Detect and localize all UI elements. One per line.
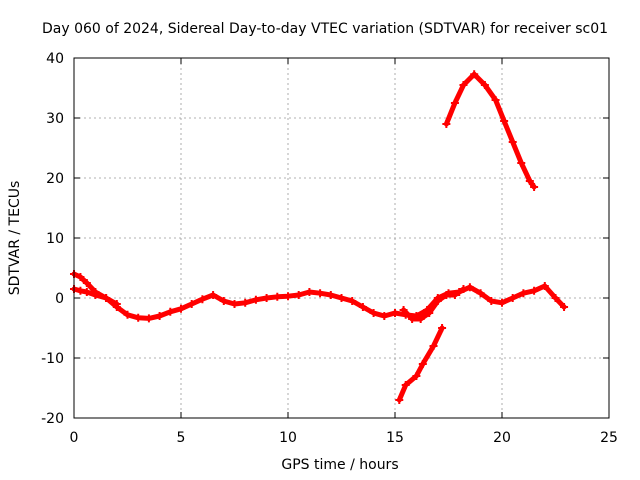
data-point: [425, 309, 434, 317]
data-point: [134, 313, 143, 322]
data-point: [429, 342, 438, 350]
data-point: [395, 396, 404, 404]
y-tick-label: -20: [41, 411, 64, 427]
x-axis-label: GPS time / hours: [281, 457, 398, 473]
data-point: [76, 273, 85, 281]
data-marks: [70, 70, 569, 404]
data-point: [316, 289, 325, 298]
data-point: [348, 297, 357, 305]
data-point: [551, 294, 560, 302]
data-point: [112, 300, 121, 308]
data-point: [391, 309, 399, 317]
data-point: [155, 312, 164, 320]
series-track-main-a: [70, 270, 399, 323]
data-point: [508, 294, 517, 302]
data-point: [305, 288, 314, 296]
data-point: [102, 294, 111, 302]
series-trace: [71, 271, 398, 321]
data-point: [82, 288, 91, 296]
data-point: [465, 283, 474, 292]
series-track-mid: [391, 282, 569, 320]
data-point: [251, 295, 260, 304]
data-point: [76, 286, 85, 295]
series-trace: [443, 71, 537, 190]
data-point: [326, 291, 335, 299]
data-point: [123, 310, 132, 319]
data-point: [399, 306, 408, 314]
y-tick-label: 10: [46, 231, 64, 247]
x-tick-label: 25: [600, 430, 618, 446]
data-point: [438, 324, 447, 332]
data-point: [273, 292, 282, 301]
data-point: [459, 81, 468, 89]
data-point: [508, 138, 517, 146]
series-track-high: [442, 70, 539, 191]
data-point: [487, 297, 496, 305]
series-trace: [396, 325, 445, 403]
x-tick-label: 20: [493, 430, 511, 446]
data-point: [408, 315, 417, 323]
data-point: [262, 294, 271, 302]
data-point: [337, 294, 346, 302]
data-point: [433, 297, 442, 305]
data-point: [166, 307, 175, 316]
data-point: [470, 70, 479, 79]
series-track-rise: [395, 324, 447, 404]
data-point: [358, 303, 367, 311]
data-point: [525, 177, 534, 185]
data-point: [209, 291, 218, 299]
y-tick-label: 20: [46, 171, 64, 187]
x-tick-label: 10: [279, 430, 297, 446]
data-point: [450, 291, 459, 299]
data-point: [198, 295, 207, 304]
data-point: [418, 360, 427, 368]
data-point: [416, 315, 425, 323]
data-point: [560, 303, 569, 311]
y-axis-label: SDTVAR / TECUs: [7, 181, 23, 296]
data-point: [517, 159, 526, 167]
axis-ticks: 0 5 10 15 20 25 -20 -10 0 10 20 30 40: [41, 51, 618, 446]
data-point: [540, 282, 549, 290]
data-point: [82, 279, 91, 287]
data-point: [442, 120, 451, 128]
data-point: [530, 183, 539, 191]
data-point: [284, 292, 292, 301]
data-point: [177, 304, 185, 313]
x-tick-label: 15: [386, 430, 404, 446]
y-tick-label: 0: [55, 291, 64, 307]
data-point: [459, 285, 468, 293]
data-point: [219, 297, 228, 305]
data-point: [500, 117, 509, 125]
x-tick-label: 0: [70, 430, 79, 446]
y-tick-label: -10: [41, 351, 64, 367]
x-tick-label: 5: [177, 430, 186, 446]
series-track-mid-dip: [399, 285, 468, 323]
y-tick-label: 40: [46, 51, 64, 67]
data-point: [476, 289, 485, 298]
data-point: [401, 381, 410, 389]
data-point: [498, 298, 506, 307]
series-trace: [392, 283, 567, 319]
y-tick-label: 30: [46, 111, 64, 127]
data-point: [241, 298, 250, 307]
data-point: [230, 300, 239, 308]
chart-title: Day 060 of 2024, Sidereal Day-to-day VTE…: [42, 21, 608, 37]
data-point: [530, 286, 539, 295]
data-point: [187, 300, 196, 308]
data-point: [369, 309, 378, 317]
data-point: [144, 314, 153, 323]
data-point: [519, 289, 528, 298]
data-point: [450, 99, 459, 107]
grid-lines: [74, 58, 609, 418]
data-point: [294, 291, 303, 299]
data-point: [480, 81, 489, 89]
data-point: [380, 312, 389, 320]
data-point: [491, 96, 500, 104]
data-point: [442, 291, 451, 299]
data-point: [91, 291, 100, 299]
data-point: [412, 372, 421, 380]
